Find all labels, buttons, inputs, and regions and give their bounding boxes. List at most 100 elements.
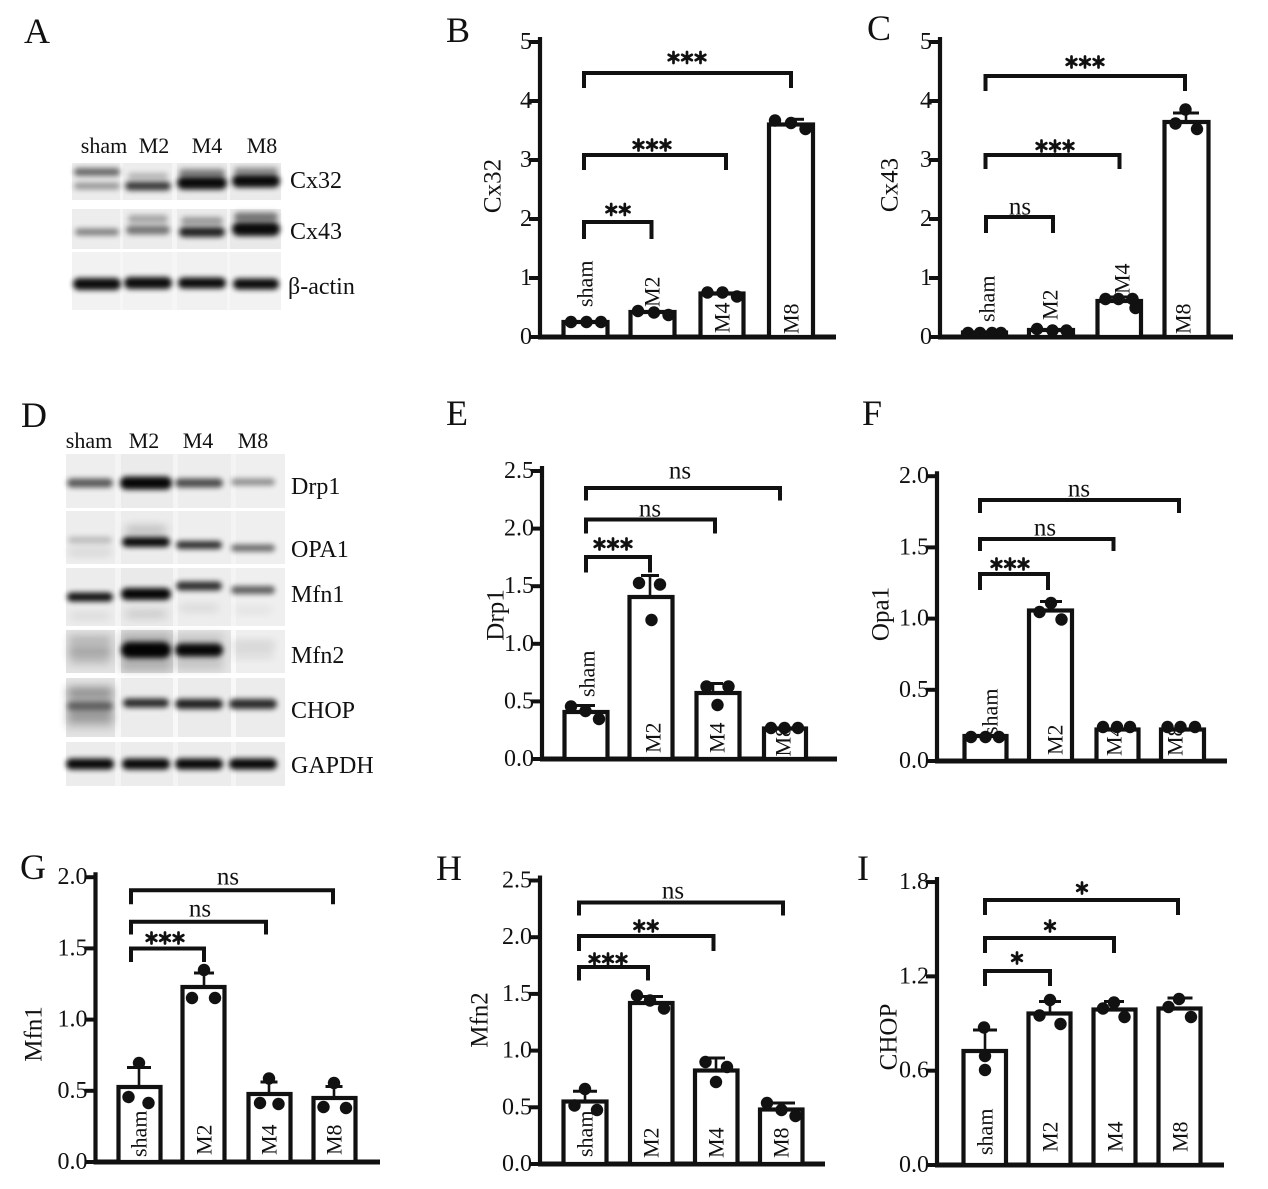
svg-text:ns: ns bbox=[669, 458, 691, 485]
svg-text:ns: ns bbox=[1034, 515, 1056, 542]
svg-text:Mfn1: Mfn1 bbox=[21, 1006, 48, 1062]
svg-text:1.0: 1.0 bbox=[58, 1007, 88, 1033]
svg-text:4: 4 bbox=[520, 88, 532, 114]
svg-text:sham: sham bbox=[66, 428, 112, 453]
svg-text:5: 5 bbox=[520, 29, 532, 55]
svg-text:ns: ns bbox=[217, 864, 239, 891]
svg-text:1.0: 1.0 bbox=[899, 606, 929, 632]
svg-text:M2: M2 bbox=[129, 428, 160, 453]
svg-text:CHOP: CHOP bbox=[291, 698, 355, 724]
svg-text:sham: sham bbox=[973, 1109, 998, 1155]
svg-text:0.0: 0.0 bbox=[502, 1151, 532, 1177]
svg-text:3: 3 bbox=[520, 147, 532, 173]
svg-text:sham: sham bbox=[975, 276, 1000, 322]
svg-text:M8: M8 bbox=[771, 726, 796, 757]
svg-text:2.0: 2.0 bbox=[504, 516, 534, 542]
svg-text:A: A bbox=[24, 11, 50, 51]
svg-text:E: E bbox=[446, 393, 468, 433]
svg-text:0: 0 bbox=[520, 324, 532, 350]
svg-text:sham: sham bbox=[573, 1111, 598, 1157]
svg-text:4: 4 bbox=[920, 88, 932, 114]
svg-text:0.0: 0.0 bbox=[899, 1152, 929, 1178]
svg-text:1.2: 1.2 bbox=[899, 963, 929, 989]
svg-text:ns: ns bbox=[1009, 194, 1031, 221]
svg-text:2.5: 2.5 bbox=[502, 868, 532, 894]
svg-text:Cx43: Cx43 bbox=[877, 158, 904, 212]
svg-text:M2: M2 bbox=[139, 133, 170, 158]
svg-text:2: 2 bbox=[920, 206, 932, 232]
svg-text:0.5: 0.5 bbox=[504, 688, 534, 714]
svg-text:Drp1: Drp1 bbox=[291, 474, 340, 500]
svg-text:sham: sham bbox=[127, 1111, 152, 1157]
svg-text:M4: M4 bbox=[183, 428, 214, 453]
svg-text:M4: M4 bbox=[710, 302, 735, 333]
svg-text:F: F bbox=[862, 393, 882, 433]
svg-text:M4: M4 bbox=[1102, 725, 1127, 756]
svg-text:1.8: 1.8 bbox=[899, 869, 929, 895]
svg-text:0.5: 0.5 bbox=[502, 1094, 532, 1120]
svg-text:Cx32: Cx32 bbox=[480, 159, 507, 213]
svg-text:ns: ns bbox=[1068, 476, 1090, 503]
svg-text:0.0: 0.0 bbox=[504, 746, 534, 772]
svg-text:M8: M8 bbox=[1163, 725, 1188, 756]
svg-text:M2: M2 bbox=[192, 1124, 217, 1155]
svg-text:0.6: 0.6 bbox=[899, 1058, 929, 1084]
svg-text:G: G bbox=[20, 847, 46, 887]
svg-text:1: 1 bbox=[520, 265, 532, 291]
svg-text:M8: M8 bbox=[247, 133, 278, 158]
svg-text:M8: M8 bbox=[1171, 303, 1196, 334]
svg-text:1.5: 1.5 bbox=[504, 573, 534, 599]
svg-text:M8: M8 bbox=[322, 1124, 347, 1155]
svg-text:Cx32: Cx32 bbox=[290, 168, 342, 194]
svg-text:M8: M8 bbox=[779, 303, 804, 334]
svg-text:0.0: 0.0 bbox=[899, 748, 929, 774]
svg-text:Drp1: Drp1 bbox=[483, 589, 510, 640]
svg-text:1.0: 1.0 bbox=[504, 631, 534, 657]
svg-text:0.5: 0.5 bbox=[899, 677, 929, 703]
svg-text:0.0: 0.0 bbox=[58, 1149, 88, 1175]
svg-text:M4: M4 bbox=[1110, 263, 1135, 294]
svg-text:Mfn2: Mfn2 bbox=[291, 643, 344, 669]
svg-text:Mfn1: Mfn1 bbox=[291, 582, 344, 608]
svg-text:ns: ns bbox=[662, 878, 684, 905]
svg-text:β-actin: β-actin bbox=[288, 274, 355, 300]
svg-text:1.5: 1.5 bbox=[58, 935, 88, 961]
svg-text:2: 2 bbox=[520, 206, 532, 232]
svg-text:M2: M2 bbox=[1043, 724, 1068, 755]
svg-text:2.0: 2.0 bbox=[502, 924, 532, 950]
svg-text:3: 3 bbox=[920, 147, 932, 173]
svg-text:2.0: 2.0 bbox=[899, 463, 929, 489]
svg-text:B: B bbox=[446, 10, 470, 50]
svg-text:1.5: 1.5 bbox=[502, 981, 532, 1007]
svg-text:5: 5 bbox=[920, 29, 932, 55]
svg-text:M2: M2 bbox=[639, 1127, 664, 1158]
svg-text:M2: M2 bbox=[641, 722, 666, 753]
svg-text:ns: ns bbox=[189, 896, 211, 923]
svg-text:M8: M8 bbox=[1168, 1121, 1193, 1152]
svg-text:OPA1: OPA1 bbox=[291, 537, 349, 563]
svg-text:M8: M8 bbox=[238, 428, 269, 453]
svg-text:Opa1: Opa1 bbox=[868, 587, 895, 641]
svg-text:GAPDH: GAPDH bbox=[291, 753, 374, 779]
svg-text:1: 1 bbox=[920, 265, 932, 291]
svg-text:M2: M2 bbox=[1038, 289, 1063, 320]
svg-text:M4: M4 bbox=[1103, 1121, 1128, 1152]
svg-text:M4: M4 bbox=[705, 722, 730, 753]
svg-text:1.0: 1.0 bbox=[502, 1038, 532, 1064]
svg-text:1.5: 1.5 bbox=[899, 534, 929, 560]
svg-text:M4: M4 bbox=[257, 1124, 282, 1155]
svg-text:sham: sham bbox=[573, 261, 598, 307]
svg-text:D: D bbox=[21, 395, 47, 435]
svg-text:2.0: 2.0 bbox=[58, 864, 88, 890]
svg-text:M4: M4 bbox=[704, 1127, 729, 1158]
svg-text:M2: M2 bbox=[640, 276, 665, 307]
svg-text:0: 0 bbox=[920, 324, 932, 350]
svg-text:sham: sham bbox=[978, 689, 1003, 735]
svg-text:M8: M8 bbox=[769, 1127, 794, 1158]
svg-text:M4: M4 bbox=[192, 133, 223, 158]
svg-text:2.5: 2.5 bbox=[504, 458, 534, 484]
svg-text:H: H bbox=[436, 848, 462, 888]
svg-text:ns: ns bbox=[639, 496, 661, 523]
svg-text:C: C bbox=[867, 8, 891, 48]
svg-text:sham: sham bbox=[575, 651, 600, 697]
